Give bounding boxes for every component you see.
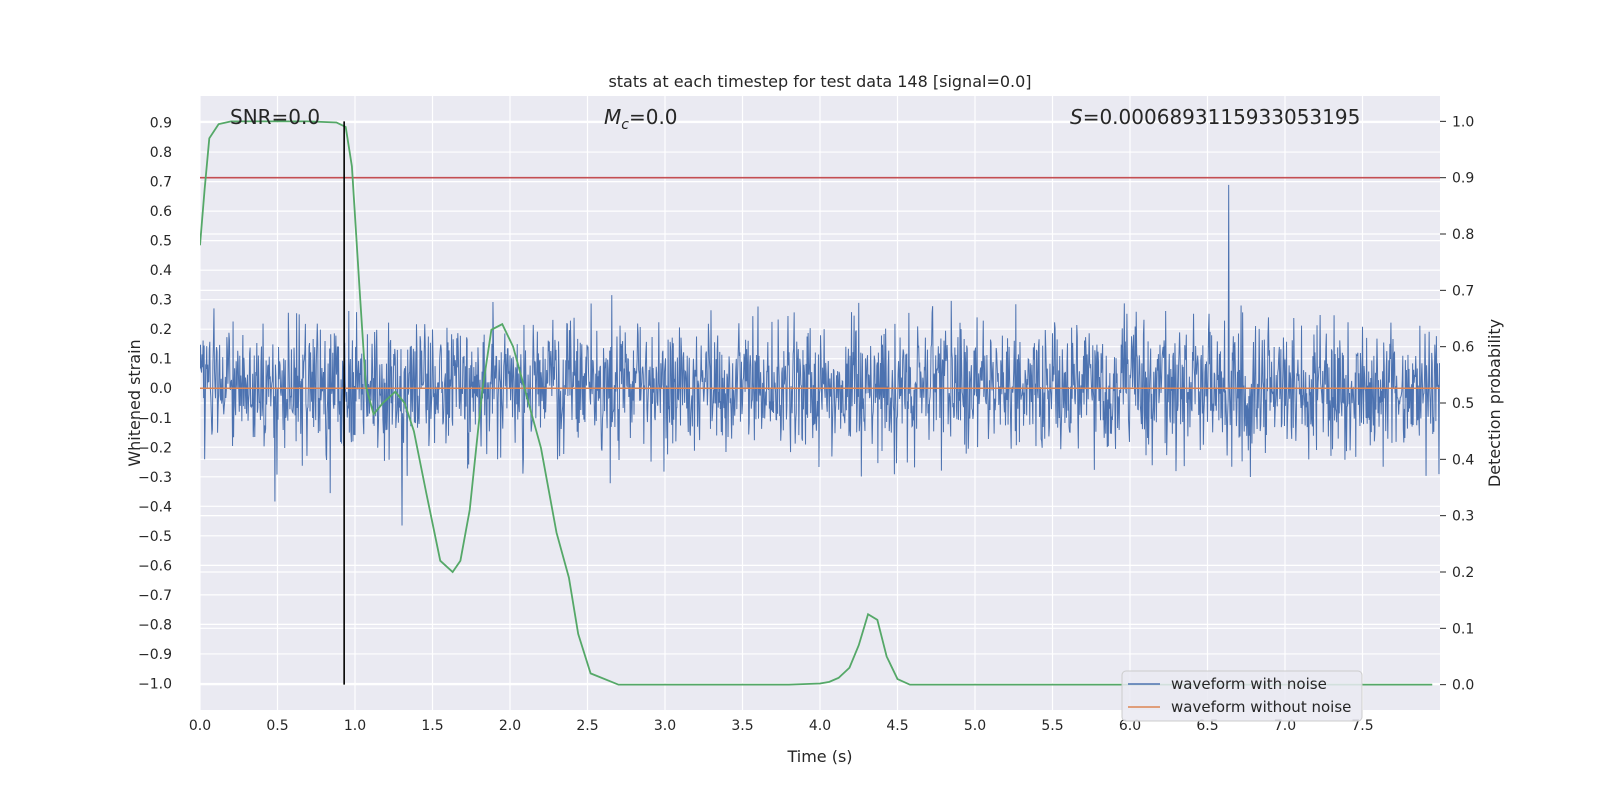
score-value: =0.0006893115933053195 [1083, 105, 1361, 129]
chirp-mass-annotation: Mc=0.0 [604, 105, 678, 133]
snr-annotation: SNR=0.0 [230, 105, 320, 129]
y-right-tick-label: 0.0 [1452, 678, 1474, 694]
x-tick-label: 5.0 [964, 718, 986, 734]
legend-box [1121, 670, 1363, 722]
x-tick-label: 0.5 [266, 718, 288, 734]
x-tick-label: 0.0 [189, 718, 211, 734]
y-left-tick-label: 0.2 [150, 322, 172, 338]
x-tick-label: 3.5 [731, 718, 753, 734]
chirp-mass-value: =0.0 [629, 105, 678, 129]
x-tick-label: 7.5 [1351, 718, 1373, 734]
x-tick-label: 5.5 [1041, 718, 1063, 734]
y-left-tick-label: −0.1 [138, 411, 172, 427]
y-left-tick-label: 0.5 [150, 234, 172, 250]
y-axis-right-label: Detection probability [1485, 319, 1504, 487]
x-tick-label: 2.5 [576, 718, 598, 734]
x-axis-ticks: 0.0 0.5 1.0 1.5 2.0 2.5 3.0 3.5 4.0 4.5 5.0 5.5 6.0 6… [189, 718, 1374, 734]
y-left-tick-label: −0.2 [138, 440, 172, 456]
y-right-tick-label: 0.5 [1452, 396, 1474, 412]
y-left-tick-label: 0.1 [150, 352, 172, 368]
score-symbol: S [1070, 105, 1083, 129]
y-right-tick-label: 0.4 [1452, 452, 1474, 468]
y-left-tick-label: 0.3 [150, 293, 172, 309]
y-left-tick-label: −0.8 [138, 617, 172, 633]
y-left-tick-label: 0.6 [150, 204, 172, 220]
legend-label-waveform-without-noise: waveform without noise [1171, 698, 1351, 716]
y-right-tick-label: 0.8 [1452, 227, 1474, 243]
x-tick-label: 4.5 [886, 718, 908, 734]
y-right-tick-label: 0.3 [1452, 509, 1474, 525]
y-left-tick-label: −0.6 [138, 558, 172, 574]
y-left-tick-label: −0.9 [138, 647, 172, 663]
y-left-tick-label: 0.4 [150, 263, 172, 279]
y-axis-left-ticks: 0.9 0.8 0.7 0.6 0.5 0.4 0.3 0.2 0.1 0.0 −0.1 −0.2 −0… [138, 116, 172, 693]
y-axis-left-label: Whitened strain [125, 339, 144, 466]
chirp-mass-symbol: M [604, 105, 621, 129]
y-axis-right-ticks: 1.0 0.9 0.8 0.7 0.6 0.5 0.4 0.3 0.2 0.1 0.0 [1440, 114, 1474, 694]
x-tick-label: 7.0 [1274, 718, 1296, 734]
x-tick-label: 1.0 [344, 718, 366, 734]
x-tick-label: 6.0 [1119, 718, 1141, 734]
x-tick-label: 2.0 [499, 718, 521, 734]
series-waveform-with-noise [200, 184, 1440, 526]
y-left-tick-label: −0.5 [138, 529, 172, 545]
y-left-tick-label: 0.7 [150, 175, 172, 191]
x-tick-label: 4.0 [809, 718, 831, 734]
legend-label-waveform-with-noise: waveform with noise [1171, 675, 1327, 693]
y-right-tick-label: 0.7 [1452, 283, 1474, 299]
x-tick-label: 3.0 [654, 718, 676, 734]
y-right-tick-label: 0.2 [1452, 565, 1474, 581]
score-annotation: S=0.0006893115933053195 [1070, 105, 1360, 129]
y-right-tick-label: 1.0 [1452, 114, 1474, 130]
y-left-tick-label: 0.8 [150, 145, 172, 161]
y-left-tick-label: −0.3 [138, 470, 172, 486]
x-axis-label: Time (s) [786, 747, 852, 766]
legend: waveform with noise waveform without noi… [1121, 670, 1363, 722]
x-tick-label: 1.5 [421, 718, 443, 734]
chart-title: stats at each timestep for test data 148… [608, 72, 1031, 91]
y-left-tick-label: −0.7 [138, 588, 172, 604]
x-tick-label: 6.5 [1196, 718, 1218, 734]
y-left-tick-label: 0.0 [150, 381, 172, 397]
y-left-tick-label: −0.4 [138, 499, 172, 515]
y-right-tick-label: 0.1 [1452, 621, 1474, 637]
series-detection-probability [200, 120, 1433, 686]
y-right-tick-label: 0.9 [1452, 171, 1474, 187]
chirp-mass-subscript: c [621, 117, 629, 133]
y-left-tick-label: 0.9 [150, 116, 172, 132]
y-left-tick-label: −1.0 [138, 676, 172, 692]
y-right-tick-label: 0.6 [1452, 340, 1474, 356]
